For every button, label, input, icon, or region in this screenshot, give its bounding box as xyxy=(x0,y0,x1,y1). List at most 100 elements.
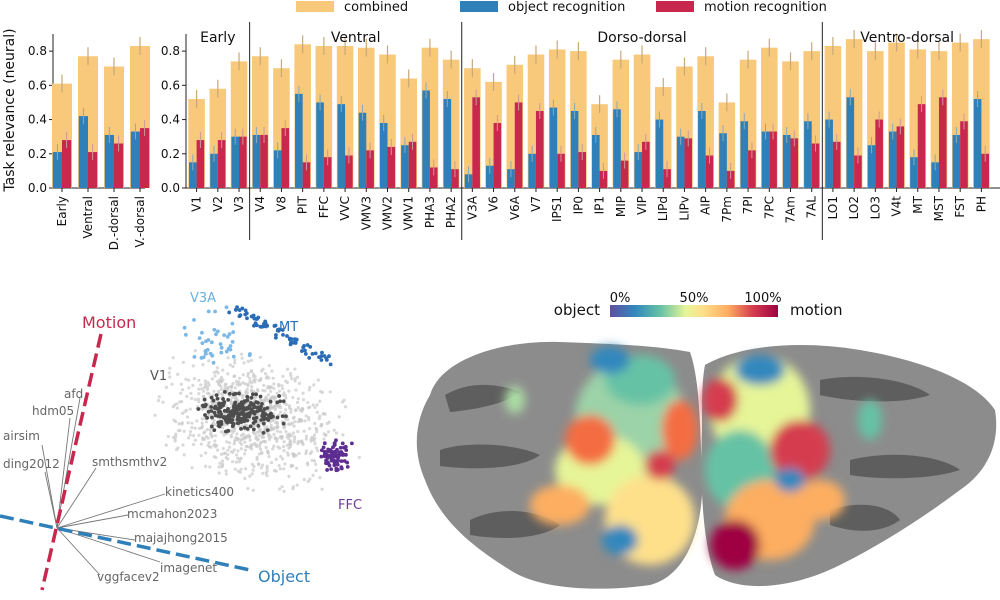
scatter-point xyxy=(206,443,210,447)
scatter-point xyxy=(210,377,214,381)
scatter-point-mt xyxy=(288,342,293,347)
scatter-point-v3a xyxy=(230,340,235,344)
scatter-point-v1 xyxy=(235,421,240,426)
scatter-point xyxy=(269,425,273,430)
scatter-point xyxy=(202,389,206,393)
scatter-point xyxy=(199,454,203,458)
bar-motion xyxy=(387,146,396,188)
scatter-point xyxy=(326,430,331,434)
scatter-point-ffc xyxy=(345,464,350,469)
scatter-point-v1 xyxy=(242,419,247,424)
scatter-point xyxy=(240,424,244,428)
scatter-point xyxy=(308,405,312,409)
scatter-point-v3a xyxy=(219,350,224,355)
scatter-point xyxy=(312,459,317,463)
scatter-point xyxy=(291,452,295,456)
scatter-point xyxy=(249,388,254,392)
scatter-point xyxy=(308,385,312,389)
scatter-point-mt xyxy=(249,314,254,319)
x-tick-label: LO1 xyxy=(826,196,840,219)
scatter-point-v1 xyxy=(256,424,261,428)
scatter-point xyxy=(284,429,288,434)
scatter-point-mt xyxy=(300,349,304,353)
scatter-point xyxy=(173,403,177,407)
group-label: Ventral xyxy=(331,30,381,46)
scatter-point-v1 xyxy=(231,414,236,418)
scatter-point xyxy=(204,420,209,424)
scatter-point-v1 xyxy=(224,429,228,434)
scatter-point xyxy=(258,355,263,359)
scatter-point xyxy=(260,435,264,439)
object-axis-label: Object xyxy=(258,567,310,586)
scatter-point xyxy=(263,389,267,393)
scatter-point-v3a xyxy=(219,345,224,350)
scatter-point xyxy=(308,427,312,431)
scatter-point-mt xyxy=(302,343,306,348)
bar-motion xyxy=(408,141,417,188)
scatter-point-v1 xyxy=(203,413,207,417)
bar-object xyxy=(231,136,240,188)
scatter-point xyxy=(275,439,279,443)
scatter-point xyxy=(235,382,239,386)
bar-object xyxy=(507,169,515,188)
scatter-point xyxy=(241,381,245,385)
bar-motion xyxy=(472,97,480,188)
bar-motion xyxy=(811,143,820,188)
scatter-point-v3a xyxy=(203,351,208,356)
scatter-point-v1 xyxy=(242,400,247,404)
scatter-point xyxy=(316,449,320,453)
bar-chart-summary: 0.0 0.2 0.4 0.6 0.8 Task relevance (neural) Ea… xyxy=(2,28,150,250)
scatter-point xyxy=(221,426,225,430)
scatter-point xyxy=(204,451,208,455)
scatter-point xyxy=(315,403,319,407)
scatter-point xyxy=(181,443,185,447)
scatter-point xyxy=(208,432,213,436)
scatter-point-mt xyxy=(280,328,285,332)
scatter-point xyxy=(292,415,296,419)
scatter-point-v1 xyxy=(242,412,247,417)
scatter-point-v3a xyxy=(200,330,204,335)
scatter-point-v3a xyxy=(222,333,227,338)
brain-flatmap-panel: object 0% 50% 100% motion xyxy=(416,291,997,589)
scatter-point xyxy=(253,380,257,384)
x-tick-label: 7AL xyxy=(805,196,819,219)
scatter-point-ffc xyxy=(342,459,347,463)
scatter-point xyxy=(185,415,190,419)
scatter-point xyxy=(313,442,317,446)
scatter-point xyxy=(250,462,255,467)
scatter-point xyxy=(161,400,165,404)
scatter-point-v1 xyxy=(202,397,207,402)
scatter-point xyxy=(220,459,225,463)
scatter-point xyxy=(214,369,219,374)
scatter-point xyxy=(269,423,273,427)
scatter-point xyxy=(264,445,268,450)
x-tick-label: V6 xyxy=(487,196,501,212)
scatter-point-v1 xyxy=(261,430,266,435)
scatter-point-v3a xyxy=(214,332,218,337)
bar-object xyxy=(337,104,346,188)
scatter-point xyxy=(206,380,210,385)
scatter-point xyxy=(219,452,224,456)
scatter-point xyxy=(263,428,267,432)
scatter-point xyxy=(220,465,224,469)
scatter-point xyxy=(314,446,319,450)
x-tick-label: V1 xyxy=(190,196,204,212)
scatter-point xyxy=(292,424,296,428)
scatter-point xyxy=(255,387,260,392)
scatter-point xyxy=(281,457,285,461)
scatter-point xyxy=(245,387,249,391)
scatter-point-ffc xyxy=(343,452,348,457)
scatter-point xyxy=(186,436,191,440)
scatter-point xyxy=(219,375,224,379)
bar-object xyxy=(740,121,749,188)
bar-motion xyxy=(790,138,799,188)
scatter-point xyxy=(238,382,243,386)
scatter-point xyxy=(263,399,267,403)
scatter-point-v1 xyxy=(219,422,224,427)
scatter-point xyxy=(263,440,268,444)
y-tick-label: 0.4 xyxy=(161,113,180,127)
scatter-point xyxy=(259,466,264,470)
y-tick-label: 0.2 xyxy=(161,147,180,161)
scatter-point xyxy=(200,421,204,425)
bar-object xyxy=(252,134,261,188)
